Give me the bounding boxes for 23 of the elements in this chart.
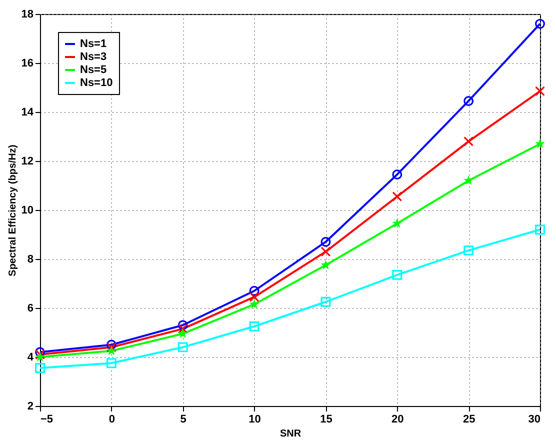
legend-label: Ns=5 [80,64,107,76]
y-tick-label: 2 [27,400,34,412]
y-axis-title: Spectral Efficiency (bps/Hz) [7,144,18,276]
x-tick-label: 30 [528,414,540,426]
x-tick-label: −5 [40,414,54,426]
y-tick-label: 4 [27,352,34,364]
y-tick-label: 10 [21,204,34,216]
x-axis-title: SNR [280,428,302,440]
y-tick-label: 16 [21,58,34,70]
legend-label: Ns=10 [80,77,113,89]
y-tick-label: 18 [21,8,34,20]
x-tick-label: 20 [392,414,404,426]
legend-label: Ns=3 [80,51,107,63]
x-tick-label: 5 [180,414,186,426]
y-tick-label: 12 [21,156,34,168]
x-tick-label: 10 [248,414,261,426]
x-tick-label: 0 [108,414,115,426]
x-tick-label: 15 [320,414,332,426]
y-tick-label: 8 [27,254,34,266]
x-tick-label: 25 [462,414,476,426]
y-tick-label: 14 [21,106,34,118]
y-tick-label: 6 [27,302,34,314]
legend-label: Ns=1 [80,38,107,50]
